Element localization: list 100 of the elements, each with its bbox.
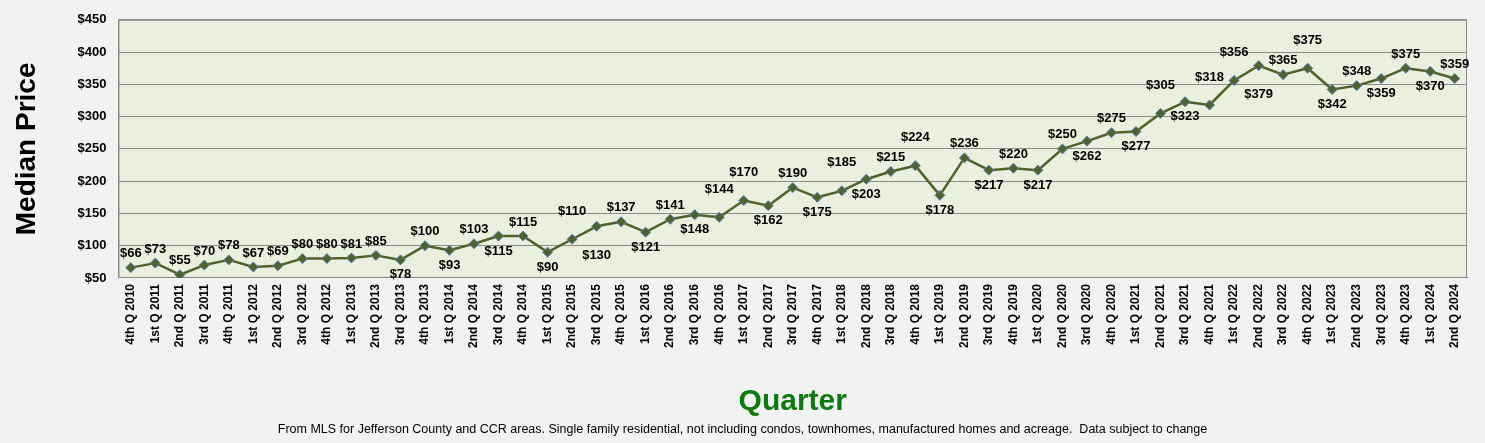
point bbox=[125, 262, 137, 274]
x-tick-label: 1st Q 2016 bbox=[637, 283, 652, 345]
x-tick-label: 3rd Q 2016 bbox=[687, 283, 701, 346]
x-tick-label: 4th Q 2019 bbox=[1005, 283, 1020, 345]
x-tick-label: 2nd Q 2018 bbox=[858, 283, 873, 348]
point bbox=[223, 254, 235, 266]
point bbox=[1056, 143, 1068, 155]
point bbox=[860, 173, 872, 185]
x-tick-label: 2nd Q 2016 bbox=[662, 283, 677, 348]
point bbox=[174, 269, 186, 278]
point bbox=[1204, 99, 1216, 111]
x-tick-label: 2nd Q 2012 bbox=[270, 283, 285, 348]
x-tick-label: 1st Q 2012 bbox=[245, 283, 260, 345]
point bbox=[1179, 96, 1191, 108]
data-label: $170 bbox=[729, 164, 759, 180]
data-label: $356 bbox=[1219, 44, 1249, 60]
x-tick-label: 4th Q 2011 bbox=[221, 283, 236, 345]
point bbox=[811, 191, 823, 203]
point bbox=[566, 233, 578, 245]
point bbox=[1155, 107, 1167, 119]
point bbox=[1326, 84, 1338, 96]
x-tick-label: 1st Q 2024 bbox=[1422, 283, 1437, 345]
x-tick-label: 1st Q 2014 bbox=[441, 283, 456, 345]
point bbox=[1277, 69, 1289, 81]
point bbox=[787, 182, 799, 194]
x-tick-label: 4th Q 2015 bbox=[613, 283, 628, 345]
x-tick-label: 3rd Q 2021 bbox=[1177, 283, 1192, 346]
data-label: $379 bbox=[1244, 86, 1274, 102]
y-tick-label: $250 bbox=[77, 140, 107, 156]
point bbox=[1400, 62, 1412, 74]
point bbox=[419, 240, 431, 252]
data-label: $144 bbox=[704, 180, 735, 196]
x-tick-label: 3rd Q 2017 bbox=[785, 283, 800, 346]
point bbox=[370, 249, 382, 261]
point bbox=[885, 165, 897, 177]
point bbox=[615, 216, 627, 228]
x-tick-label: 3rd Q 2013 bbox=[392, 283, 407, 346]
point bbox=[321, 253, 333, 265]
data-label: $55 bbox=[168, 252, 191, 268]
x-tick-label: 2nd Q 2021 bbox=[1152, 283, 1167, 348]
x-tick-label: 3rd Q 2019 bbox=[981, 283, 996, 346]
x-tick-label: 4th Q 2014 bbox=[515, 283, 530, 345]
point bbox=[958, 152, 970, 164]
data-label: $342 bbox=[1317, 96, 1347, 112]
data-label: $115 bbox=[508, 213, 538, 229]
x-axis-title: Quarter bbox=[738, 383, 848, 417]
x-tick-label: 4th Q 2018 bbox=[907, 283, 922, 345]
data-label: $178 bbox=[925, 201, 955, 217]
x-tick-label: 4th Q 2012 bbox=[319, 283, 334, 345]
y-tick-label: $50 bbox=[84, 269, 107, 285]
x-tick-label: 4th Q 2010 bbox=[123, 283, 138, 345]
point bbox=[542, 246, 554, 258]
data-label: $162 bbox=[753, 212, 783, 228]
point bbox=[296, 253, 308, 265]
y-tick-label: $200 bbox=[77, 172, 107, 188]
data-label: $217 bbox=[1023, 176, 1053, 192]
data-label: $69 bbox=[267, 243, 289, 259]
data-label: $190 bbox=[778, 165, 808, 181]
point bbox=[689, 209, 701, 221]
x-tick-label: 1st Q 2011 bbox=[147, 283, 162, 344]
data-label: $100 bbox=[410, 223, 440, 239]
x-tick-label: 1st Q 2013 bbox=[343, 283, 358, 345]
point bbox=[713, 211, 725, 223]
point bbox=[591, 220, 603, 232]
x-tick-label: 3rd Q 2023 bbox=[1373, 283, 1388, 346]
x-tick-label: 1st Q 2021 bbox=[1128, 283, 1143, 345]
point bbox=[1449, 73, 1461, 85]
point bbox=[1081, 135, 1093, 147]
data-label: $359 bbox=[1440, 56, 1470, 72]
x-tick-label: 3rd Q 2022 bbox=[1275, 283, 1290, 346]
data-label: $115 bbox=[484, 242, 513, 258]
point bbox=[198, 259, 210, 271]
x-tick-label: 1st Q 2018 bbox=[834, 283, 849, 345]
point bbox=[738, 195, 750, 207]
x-tick-label: 1st Q 2017 bbox=[736, 283, 751, 345]
data-label: $93 bbox=[438, 256, 461, 272]
x-tick-label: 3rd Q 2018 bbox=[883, 283, 898, 346]
point bbox=[909, 160, 921, 172]
point bbox=[468, 238, 480, 250]
y-axis-title: Median Price bbox=[9, 62, 41, 236]
data-label: $80 bbox=[316, 236, 338, 252]
x-tick-label: 4th Q 2016 bbox=[711, 283, 726, 345]
x-tick-label: 1st Q 2015 bbox=[539, 283, 554, 345]
x-tick-label: 2nd Q 2013 bbox=[368, 283, 383, 348]
y-tick-label: $350 bbox=[77, 75, 107, 91]
data-label: $375 bbox=[1391, 45, 1421, 61]
x-tick-label: 2nd Q 2024 bbox=[1447, 283, 1462, 348]
y-tick-label: $300 bbox=[77, 108, 107, 124]
data-label: $250 bbox=[1047, 126, 1077, 142]
data-label: $141 bbox=[655, 196, 685, 212]
data-label: $277 bbox=[1121, 138, 1151, 154]
point bbox=[394, 254, 406, 266]
x-tick-label: 2nd Q 2023 bbox=[1348, 283, 1363, 348]
data-label: $81 bbox=[340, 235, 363, 251]
point bbox=[1105, 127, 1117, 139]
x-tick-label: 1st Q 2022 bbox=[1226, 283, 1241, 345]
data-label: $185 bbox=[827, 154, 857, 170]
data-label: $78 bbox=[218, 237, 240, 253]
data-label: $236 bbox=[949, 135, 979, 151]
x-tick-label: 4th Q 2013 bbox=[417, 283, 432, 345]
